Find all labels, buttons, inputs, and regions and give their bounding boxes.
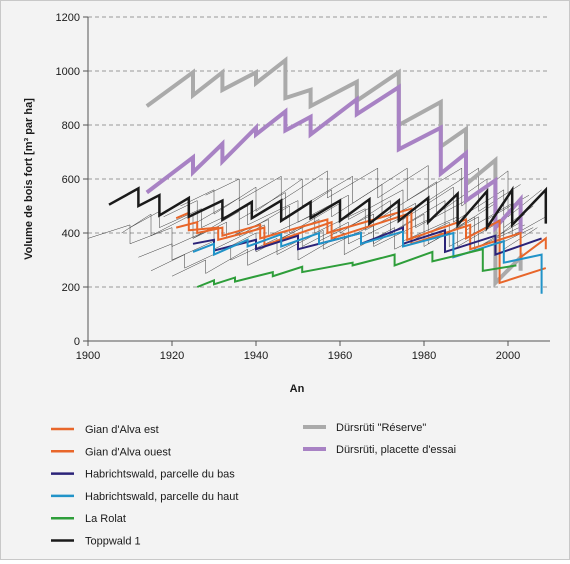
legend-label: Habrichtswald, parcelle du bas <box>85 469 235 481</box>
thin-series-line <box>129 186 534 229</box>
series-line <box>145 83 523 233</box>
series-line <box>175 207 547 260</box>
thin-background-lines <box>87 165 546 277</box>
x-tick-label: 1960 <box>328 350 352 362</box>
y-axis-title: Volume de bois fort [m³ par ha] <box>23 98 35 260</box>
tick-labels: 0 200 400 600 800 1000 1200 1900 1920 1940 1960 198… <box>56 12 521 362</box>
series-line <box>196 247 517 288</box>
series-line <box>192 230 543 294</box>
y-tick-label: 600 <box>62 174 80 186</box>
y-tick-label: 200 <box>62 282 80 294</box>
legend-label: Gian d'Alva ouest <box>85 446 171 458</box>
legend-label: La Rolat <box>85 513 126 525</box>
legend-label: Habrichtswald, parcelle du haut <box>85 491 238 503</box>
thin-series-line <box>138 216 538 261</box>
y-tick-label: 800 <box>62 120 80 132</box>
y-tick-label: 1000 <box>56 66 80 78</box>
x-tick-label: 1900 <box>76 350 100 362</box>
thin-series-line <box>205 165 521 212</box>
y-tick-label: 400 <box>62 228 80 240</box>
series-line <box>145 56 523 288</box>
x-tick-label: 1920 <box>160 350 184 362</box>
x-tick-label: 1980 <box>412 350 436 362</box>
x-axis-title: An <box>290 383 305 395</box>
series-line <box>108 185 548 232</box>
legend-label: Dürsrüti "Réserve" <box>336 422 426 434</box>
legend-label: Toppwald 1 <box>85 536 141 548</box>
series-line <box>175 211 547 285</box>
x-tick-label: 2000 <box>496 350 520 362</box>
legend-label: Gian d'Alva est <box>85 424 159 436</box>
y-tick-label: 1200 <box>56 12 80 24</box>
legend-label: Dürsrüti, placette d'essai <box>336 444 456 456</box>
series-group <box>108 56 548 294</box>
legend: Gian d'Alva est Gian d'Alva ouest Habricht… <box>51 422 456 548</box>
x-tick-label: 1940 <box>244 350 268 362</box>
axes <box>83 16 550 346</box>
y-tick-label: 0 <box>74 336 80 348</box>
